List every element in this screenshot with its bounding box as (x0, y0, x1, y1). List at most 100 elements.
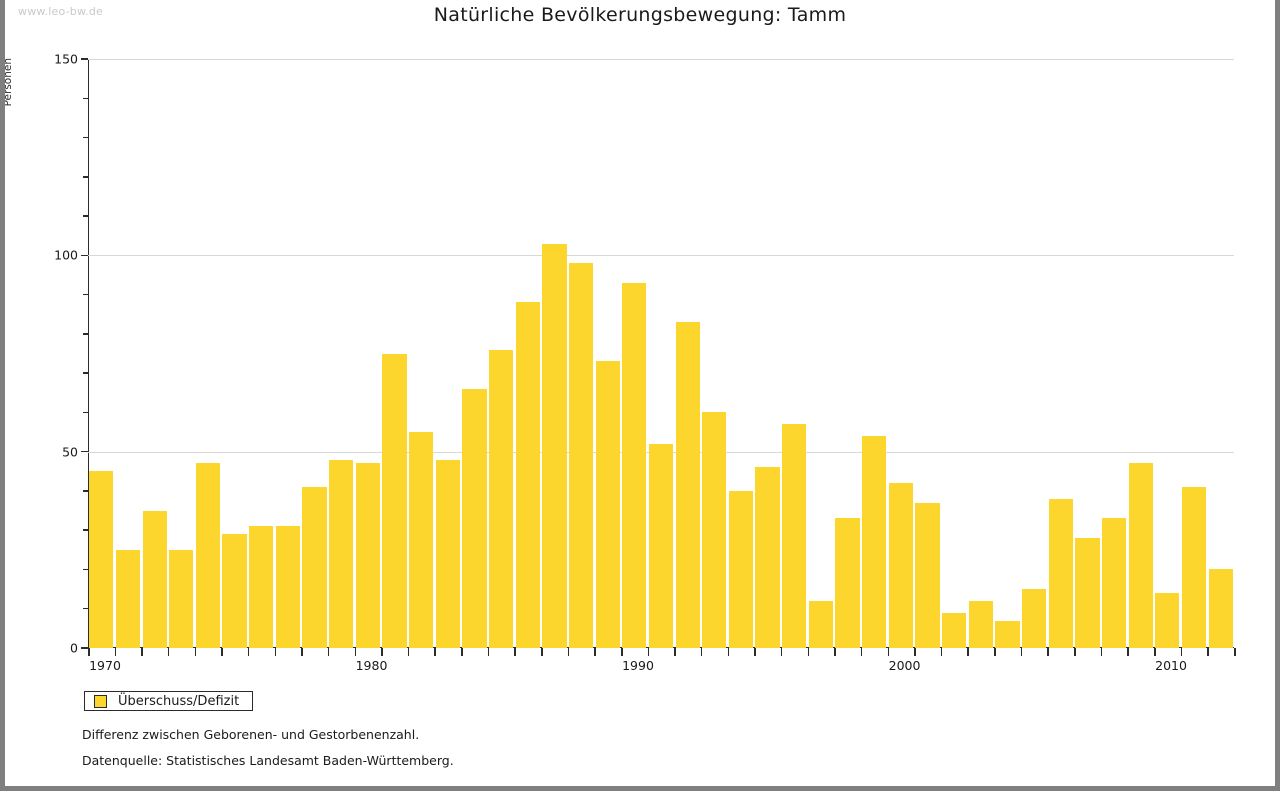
bar[interactable] (115, 549, 141, 648)
bar[interactable] (89, 471, 114, 648)
bar[interactable] (222, 534, 247, 648)
x-tick (88, 648, 90, 656)
bar[interactable] (995, 620, 1020, 648)
bar[interactable] (675, 322, 700, 648)
y-tick-minor (83, 215, 88, 217)
bar[interactable] (595, 361, 620, 648)
x-tick (487, 648, 490, 656)
x-tick-label: 1970 (89, 658, 121, 673)
bar[interactable] (435, 459, 460, 648)
x-tick (967, 648, 969, 656)
y-axis-label: Personen (2, 58, 14, 107)
bar[interactable] (835, 518, 860, 648)
definition-note: Differenz zwischen Geborenen- und Gestor… (82, 727, 420, 742)
x-tick (567, 648, 570, 656)
y-tick-minor (83, 97, 88, 100)
bar[interactable] (488, 349, 514, 648)
y-tick-label: 50 (62, 444, 78, 460)
x-tick (940, 648, 943, 656)
y-tick-minor (83, 372, 88, 374)
bar[interactable] (1048, 498, 1073, 648)
x-tick (1234, 648, 1236, 656)
x-tick (221, 648, 223, 656)
x-tick (914, 648, 916, 656)
x-tick (994, 648, 996, 656)
x-tick (1100, 648, 1103, 656)
bar[interactable] (808, 600, 834, 648)
gridline (88, 59, 1234, 60)
bar[interactable] (568, 263, 594, 648)
x-tick-label: 2010 (1155, 658, 1187, 673)
bar[interactable] (1155, 593, 1180, 648)
legend-item-label: Überschuss/Defizit (118, 693, 240, 709)
x-tick (807, 648, 810, 656)
y-tick-minor (83, 568, 88, 571)
chart-legend[interactable]: Überschuss/Defizit (84, 691, 254, 711)
bar[interactable] (329, 459, 354, 648)
bar[interactable] (915, 502, 940, 648)
bar[interactable] (888, 483, 913, 648)
bar[interactable] (195, 463, 221, 648)
y-tick-label: 100 (54, 247, 78, 263)
x-tick-label: 1980 (355, 658, 388, 673)
x-tick-label: 2000 (888, 658, 921, 673)
bar[interactable] (462, 388, 487, 648)
bar[interactable] (409, 432, 434, 648)
bar[interactable] (942, 612, 967, 648)
bar[interactable] (355, 463, 380, 648)
page-title: Natürliche Bevölkerungsbewegung: Tamm (433, 4, 847, 26)
bar[interactable] (142, 510, 167, 648)
x-tick (1127, 648, 1129, 656)
x-tick (700, 648, 703, 656)
x-tick (647, 648, 650, 656)
x-tick (167, 648, 170, 656)
y-tick-label: 0 (70, 640, 78, 656)
y-tick-minor (83, 490, 88, 492)
bar[interactable] (702, 412, 727, 648)
x-tick (434, 648, 436, 656)
x-tick (461, 648, 463, 656)
bar[interactable] (862, 435, 887, 648)
bar[interactable] (169, 549, 194, 648)
bar[interactable] (249, 526, 274, 648)
x-tick (1047, 648, 1049, 656)
bar[interactable] (622, 282, 647, 648)
bar[interactable] (648, 443, 674, 648)
bar[interactable] (1128, 463, 1153, 648)
bar-series (88, 59, 1234, 648)
y-tick-major (81, 647, 88, 649)
bar[interactable] (1075, 538, 1100, 648)
bar[interactable] (1021, 589, 1047, 648)
x-tick (780, 648, 783, 656)
bar[interactable] (968, 600, 993, 648)
watermark: www.leo-bw.de (18, 5, 104, 18)
x-tick (674, 648, 676, 656)
bar[interactable] (755, 467, 780, 648)
x-tick (247, 648, 250, 656)
bar[interactable] (728, 490, 754, 648)
bar[interactable] (1208, 569, 1233, 648)
bar[interactable] (275, 526, 300, 648)
bar[interactable] (1181, 487, 1207, 648)
bar[interactable] (782, 424, 807, 648)
y-tick-minor (83, 333, 88, 335)
x-tick (541, 648, 543, 656)
x-tick (301, 648, 303, 656)
x-tick (1154, 648, 1156, 656)
bar[interactable] (515, 302, 540, 648)
x-tick (141, 648, 143, 656)
x-tick (1020, 648, 1023, 656)
x-tick (407, 648, 410, 656)
x-tick (1207, 648, 1209, 656)
bar[interactable] (1101, 518, 1127, 648)
x-tick (274, 648, 277, 656)
x-tick (327, 648, 330, 656)
plot-area: 0 50 100 150 1970 1980 1990 2000 2010 (54, 52, 1236, 673)
x-tick (860, 648, 863, 656)
bar[interactable] (382, 353, 407, 648)
bar[interactable] (302, 487, 327, 648)
x-tick (1180, 648, 1183, 656)
bar[interactable] (542, 243, 567, 648)
y-tick-minor (83, 293, 88, 296)
